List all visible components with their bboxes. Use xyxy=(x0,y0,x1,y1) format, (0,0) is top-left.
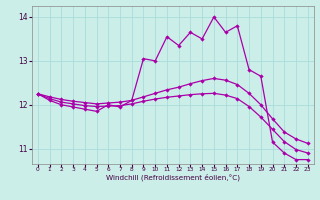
X-axis label: Windchill (Refroidissement éolien,°C): Windchill (Refroidissement éolien,°C) xyxy=(106,174,240,181)
